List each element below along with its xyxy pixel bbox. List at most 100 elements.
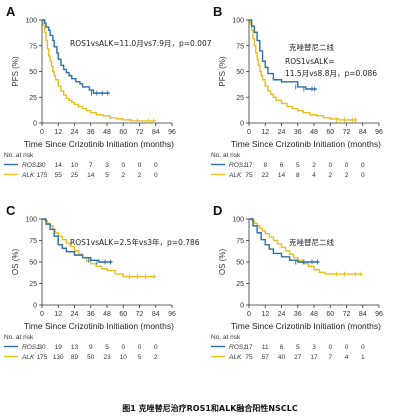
- risk-value: 0: [328, 162, 332, 169]
- risk-value: 27: [294, 354, 302, 361]
- y-tick-label: 100: [232, 18, 244, 25]
- risk-value: 75: [245, 354, 253, 361]
- y-tick-label: 50: [29, 260, 37, 267]
- risk-row-label: ROS1: [229, 162, 247, 169]
- x-tick-label: 36: [87, 311, 95, 318]
- risk-value: 75: [245, 172, 253, 179]
- y-axis-label: PFS (%): [218, 56, 227, 87]
- y-tick-label: 25: [236, 95, 244, 102]
- y-tick-label: 75: [29, 43, 37, 50]
- x-tick-label: 0: [247, 129, 251, 136]
- risk-value: 2: [121, 172, 125, 179]
- x-tick-label: 0: [40, 129, 44, 136]
- risk-value: 57: [262, 354, 270, 361]
- annotation-line-1: ROS1vsALK=: [285, 57, 335, 66]
- risk-value: 0: [121, 162, 125, 169]
- risk-value: 19: [55, 344, 63, 351]
- risk-value: 23: [103, 354, 111, 361]
- x-axis-label: Time Since Crizotinib Initiation (months…: [24, 321, 174, 331]
- risk-value: 175: [37, 354, 48, 361]
- risk-value: 4: [312, 172, 316, 179]
- risk-value: 9: [89, 344, 93, 351]
- risk-value: 89: [71, 354, 79, 361]
- risk-value: 17: [245, 344, 253, 351]
- risk-value: 6: [280, 162, 284, 169]
- risk-value: 2: [328, 172, 332, 179]
- risk-row-label: ROS1: [22, 162, 40, 169]
- risk-value: 0: [138, 344, 142, 351]
- risk-value: 17: [245, 162, 253, 169]
- risk-value: 22: [262, 172, 270, 179]
- x-tick-label: 72: [343, 129, 351, 136]
- risk-table-title: No. at risk: [4, 334, 34, 341]
- y-tick-label: 0: [240, 303, 244, 310]
- x-tick-label: 84: [359, 129, 367, 136]
- y-tick-label: 25: [29, 95, 37, 102]
- risk-row-label: ALK: [21, 354, 35, 361]
- x-tick-label: 72: [136, 311, 144, 318]
- x-tick-label: 84: [359, 311, 367, 318]
- risk-value: 0: [121, 344, 125, 351]
- x-tick-label: 84: [152, 129, 160, 136]
- risk-value: 5: [105, 344, 109, 351]
- panel-letter: B: [213, 4, 222, 19]
- subtitle: 克唑替尼二线: [289, 42, 334, 52]
- risk-value: 55: [55, 172, 63, 179]
- risk-value: 5: [105, 172, 109, 179]
- risk-value: 0: [361, 344, 365, 351]
- x-tick-label: 96: [168, 129, 176, 136]
- risk-row-label: ROS1: [22, 344, 40, 351]
- risk-row-label: ROS1: [229, 344, 247, 351]
- risk-value: 11: [262, 344, 269, 351]
- panel-letter: A: [6, 4, 16, 19]
- annotation: ROS1vsALK=2.5年vs3年，p=0.786: [70, 237, 200, 247]
- risk-value: 7: [328, 354, 332, 361]
- x-axis-label: Time Since Crizotinib Initiation (months…: [24, 139, 174, 149]
- risk-row-label: ALK: [228, 172, 242, 179]
- y-axis-label: PFS (%): [11, 56, 20, 87]
- x-tick-label: 60: [326, 129, 334, 136]
- km-curve-alk: [42, 19, 156, 122]
- x-tick-label: 24: [278, 129, 286, 136]
- risk-value: 0: [154, 172, 158, 179]
- risk-table-title: No. at risk: [211, 334, 241, 341]
- x-tick-label: 0: [247, 311, 251, 318]
- x-tick-label: 12: [54, 129, 62, 136]
- risk-value: 5: [296, 344, 300, 351]
- risk-value: 130: [53, 354, 64, 361]
- x-tick-label: 36: [294, 129, 302, 136]
- x-tick-label: 72: [343, 311, 351, 318]
- risk-value: 40: [278, 354, 286, 361]
- risk-value: 3: [105, 162, 109, 169]
- annotation: ROS1vsALK=11.0月vs7.9月，p=0.007: [70, 39, 212, 48]
- x-tick-label: 12: [261, 311, 269, 318]
- risk-value: 6: [280, 344, 284, 351]
- risk-value: 50: [87, 354, 95, 361]
- risk-value: 25: [71, 172, 79, 179]
- km-curve-alk: [249, 19, 358, 121]
- risk-value: 175: [37, 172, 48, 179]
- panel-letter: D: [213, 203, 222, 218]
- km-curve-ros1: [249, 19, 317, 90]
- y-tick-label: 75: [29, 238, 37, 245]
- risk-value: 0: [345, 344, 349, 351]
- panel-letter: C: [6, 203, 16, 218]
- km-curve-alk: [42, 218, 156, 278]
- x-tick-label: 12: [261, 129, 269, 136]
- risk-value: 0: [361, 162, 365, 169]
- risk-value: 1: [361, 354, 365, 361]
- risk-value: 2: [345, 172, 349, 179]
- risk-value: 0: [154, 344, 158, 351]
- risk-table-title: No. at risk: [4, 152, 34, 159]
- y-tick-label: 50: [29, 69, 37, 76]
- y-tick-label: 100: [232, 217, 244, 224]
- x-tick-label: 24: [71, 129, 79, 136]
- x-tick-label: 36: [294, 311, 302, 318]
- y-axis-label: OS (%): [218, 249, 227, 276]
- y-tick-label: 0: [33, 121, 37, 128]
- y-tick-label: 0: [33, 303, 37, 310]
- risk-value: 17: [310, 354, 318, 361]
